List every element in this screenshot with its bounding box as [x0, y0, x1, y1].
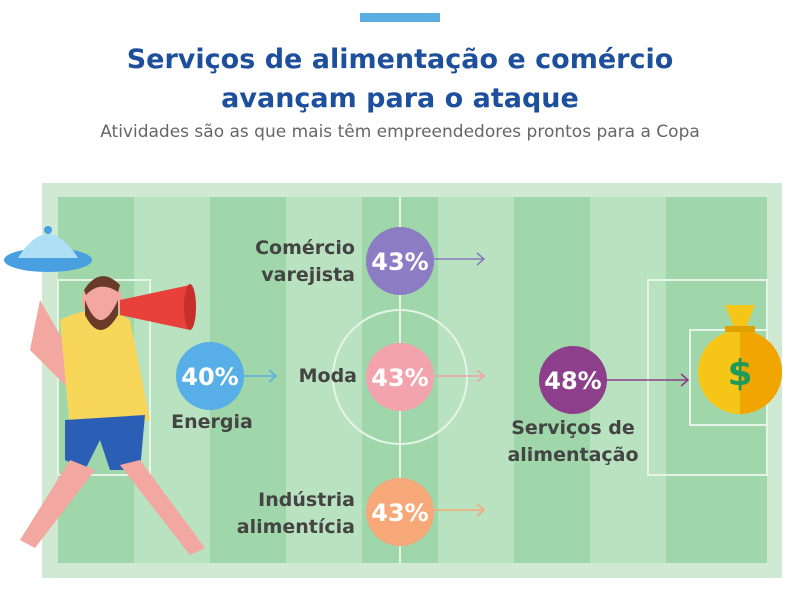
arrows: [243, 252, 690, 517]
label: varejista: [261, 264, 355, 286]
svg-text:$: $: [727, 353, 752, 394]
value: 48%: [544, 367, 601, 395]
money-bag: $: [698, 305, 782, 414]
title-line: avançam para o ataque: [221, 83, 579, 114]
value: 40%: [181, 363, 238, 391]
label: Serviços de: [511, 417, 635, 439]
label: Indústria: [258, 489, 355, 511]
accent-bar: [360, 13, 440, 22]
value-circle: [539, 346, 607, 414]
value-circle: [366, 478, 434, 546]
value: 43%: [371, 364, 428, 392]
waiter-illustration: [4, 226, 205, 555]
value-circle: [176, 342, 244, 410]
value-circle: [366, 227, 434, 295]
label: Moda: [299, 365, 357, 387]
value-circle: [366, 343, 434, 411]
label: alimentação: [507, 444, 638, 466]
title-line: Serviços de alimentação e comércio: [127, 44, 674, 75]
label: Comércio: [255, 237, 355, 259]
subtitle: Atividades são as que mais têm empreende…: [100, 122, 700, 142]
label: Energia: [171, 411, 253, 433]
value: 43%: [371, 248, 428, 276]
value: 43%: [371, 499, 428, 527]
label: alimentícia: [237, 516, 355, 538]
